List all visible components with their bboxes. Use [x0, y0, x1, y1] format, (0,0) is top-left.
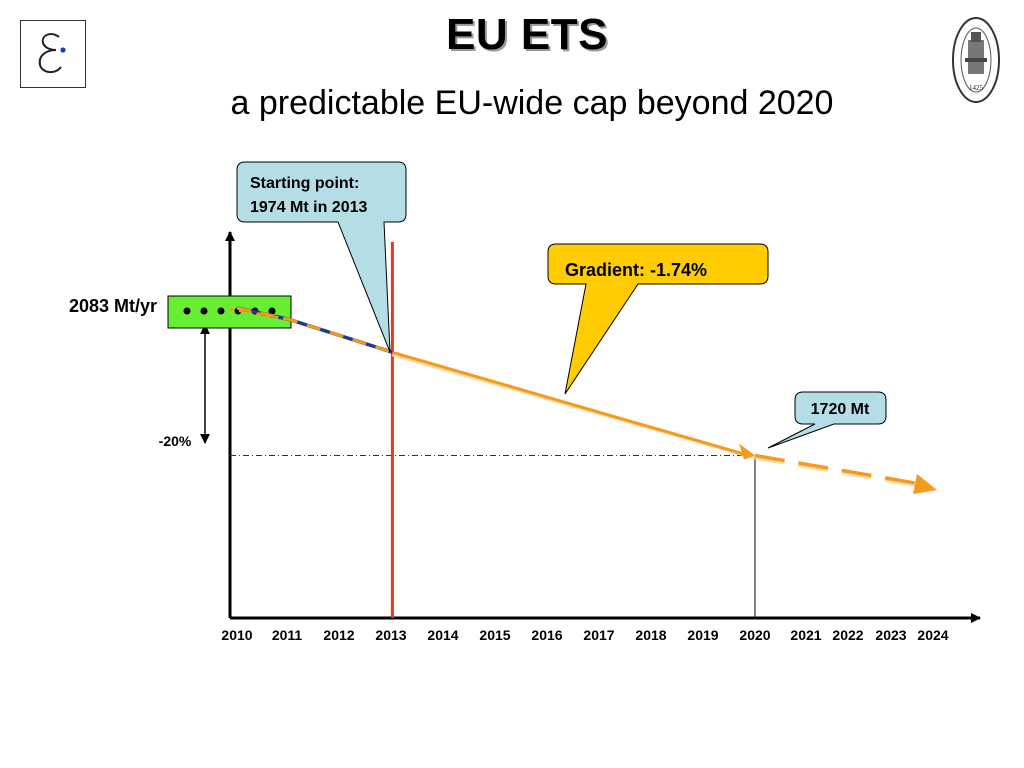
- x-tick-label: 2024: [917, 627, 948, 643]
- epsilon-logo-icon: [20, 20, 86, 88]
- x-tick-label: 2010: [221, 627, 252, 643]
- x-tick-label: 2017: [583, 627, 614, 643]
- x-tick-label: 2016: [531, 627, 562, 643]
- baseline-dot: [183, 307, 191, 315]
- x-tick-label: 2023: [875, 627, 906, 643]
- x-tick-label: 2018: [635, 627, 666, 643]
- baseline-dot: [268, 307, 276, 315]
- seal-year: 1425: [969, 84, 984, 92]
- baseline-label: 2083 Mt/yr: [69, 296, 157, 316]
- callout-gradient-text: Gradient: -1.74%: [565, 260, 707, 280]
- reduction-label: -20%: [159, 433, 192, 449]
- x-tick-label: 2021: [790, 627, 821, 643]
- series-history-overlay: [236, 306, 393, 354]
- series-extension-line: [754, 453, 916, 485]
- baseline-dot: [217, 307, 225, 315]
- series-leadin: [229, 307, 290, 321]
- baseline-dot: [200, 307, 208, 315]
- x-tick-label: 2020: [739, 627, 770, 643]
- callout-start-line2: 1974 Mt in 2013: [250, 199, 368, 216]
- page-title: EU ETS: [446, 10, 608, 59]
- university-seal-icon: 1425: [950, 14, 1002, 106]
- x-tick-label: 2014: [427, 627, 458, 643]
- x-tick-label: 2012: [323, 627, 354, 643]
- callout-gradient: [547, 243, 769, 395]
- x-tick-label: 2011: [272, 627, 303, 643]
- x-tick-label: 2015: [479, 627, 510, 643]
- cap-arrowhead: [739, 443, 755, 460]
- page-subtitle: a predictable EU-wide cap beyond 2020: [230, 84, 834, 122]
- x-tick-label: 2013: [375, 627, 406, 643]
- extension-arrowhead: [913, 474, 937, 494]
- x-tick-label: 2019: [687, 627, 718, 643]
- x-tick-label: 2022: [832, 627, 863, 643]
- series-extension-shadow: [754, 455, 916, 487]
- callout-end-text: 1720 Mt: [811, 401, 870, 418]
- callout-end-value: [767, 391, 887, 449]
- callout-start-line1: Starting point:: [250, 175, 359, 192]
- callout-start-point: [236, 161, 407, 353]
- series-cap-line: [391, 350, 746, 456]
